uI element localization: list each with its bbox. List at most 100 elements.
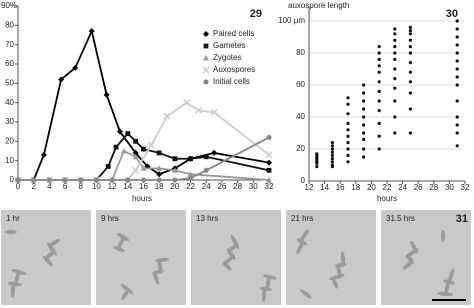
point <box>346 112 350 116</box>
panel-label: 30 <box>446 8 458 20</box>
cell <box>444 281 450 295</box>
marker <box>140 165 147 171</box>
point <box>393 99 397 103</box>
point <box>346 96 350 100</box>
cell <box>336 264 342 278</box>
y-tick-label: 10 <box>5 156 14 165</box>
point <box>362 115 366 119</box>
marker <box>116 128 123 135</box>
micrograph-label: 1 hr <box>6 214 20 223</box>
point <box>455 99 459 103</box>
cell <box>230 234 240 250</box>
y-axis-label: auxospore length <box>288 1 349 10</box>
marker <box>203 79 209 85</box>
point <box>455 35 459 39</box>
marker <box>140 177 147 183</box>
point <box>393 32 397 36</box>
marker <box>266 167 272 173</box>
cell <box>14 272 20 284</box>
point <box>330 153 334 157</box>
y-tick-label: 100 μm <box>278 16 305 25</box>
point <box>455 19 459 23</box>
marker <box>125 177 131 183</box>
point <box>377 89 381 93</box>
marker <box>211 149 218 156</box>
x-tick-label: 4 <box>47 182 52 191</box>
point <box>393 131 397 135</box>
point <box>346 147 350 151</box>
point <box>377 147 381 151</box>
marker <box>132 149 139 156</box>
cell <box>440 230 446 242</box>
marker <box>156 171 163 178</box>
point <box>346 153 350 157</box>
point <box>455 67 459 71</box>
legend-label: Paired cells <box>213 29 254 38</box>
cell <box>116 233 130 241</box>
marker <box>172 177 178 183</box>
point <box>377 70 381 74</box>
legend-label: Zygotes <box>213 53 241 62</box>
micrograph <box>381 210 471 305</box>
marker <box>40 151 47 158</box>
x-tick-label: 12 <box>305 183 314 192</box>
series-line <box>18 136 270 181</box>
point <box>362 123 366 127</box>
point <box>330 157 334 161</box>
marker <box>203 31 209 37</box>
point <box>455 59 459 63</box>
marker <box>125 131 131 136</box>
cell <box>5 230 17 234</box>
cell <box>300 289 312 299</box>
cell <box>299 229 309 243</box>
cell <box>265 275 271 291</box>
point <box>377 64 381 68</box>
point <box>362 83 366 87</box>
marker <box>113 144 119 150</box>
x-axis-label: hours <box>132 194 152 203</box>
point <box>455 27 459 31</box>
x-tick-label: 26 <box>217 182 226 191</box>
point <box>393 57 397 62</box>
x-tick-label: 14 <box>320 183 329 192</box>
marker <box>163 112 171 120</box>
y-tick-label: 50 <box>5 78 14 87</box>
marker <box>156 165 163 171</box>
marker <box>15 177 21 183</box>
point <box>330 150 334 154</box>
marker <box>105 164 111 169</box>
point <box>377 51 381 55</box>
marker <box>203 43 209 49</box>
x-tick-label: 32 <box>265 182 274 191</box>
point <box>315 152 319 156</box>
point <box>408 25 412 29</box>
marker <box>31 177 37 183</box>
point <box>377 57 381 62</box>
point <box>362 147 366 151</box>
marker <box>62 177 68 183</box>
x-tick-label: 24 <box>202 182 211 191</box>
point <box>377 80 381 84</box>
x-tick-label: 18 <box>155 182 164 191</box>
point <box>330 141 334 145</box>
cell <box>116 235 126 251</box>
x-tick-label: 20 <box>367 183 376 192</box>
point <box>455 144 459 148</box>
marker <box>171 167 178 173</box>
marker <box>58 76 65 83</box>
point <box>346 160 350 164</box>
point <box>408 131 412 135</box>
y-tick-label: 80 <box>296 48 305 57</box>
x-tick-label: 6 <box>63 182 68 191</box>
point <box>362 99 366 103</box>
point <box>408 32 412 36</box>
x-tick-label: 10 <box>92 182 101 191</box>
point <box>330 144 334 148</box>
point <box>362 91 366 95</box>
point <box>346 141 350 145</box>
cell <box>340 251 346 267</box>
point <box>408 80 412 84</box>
point <box>362 107 366 111</box>
marker <box>156 150 162 156</box>
point <box>377 99 381 103</box>
